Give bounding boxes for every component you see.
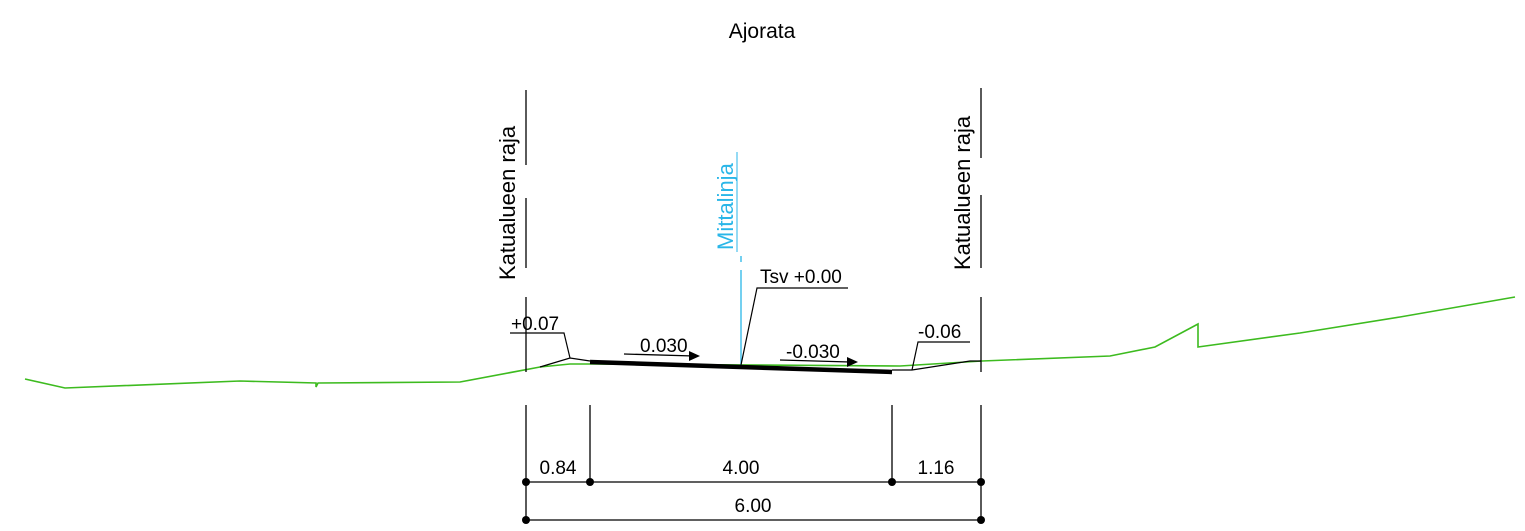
dim-total-label: 6.00: [735, 496, 772, 517]
left-boundary-label: Katualueen raja: [495, 125, 520, 280]
dimension-row-total: 6.00: [522, 496, 985, 524]
right-shoulder-line: [892, 360, 981, 371]
right-slope-indicator: -0.030: [779, 342, 858, 367]
drawing-title: Ajorata: [729, 20, 796, 43]
right-boundary-label: Katualueen raja: [950, 115, 975, 270]
left-boundary-marker: Katualueen raja: [495, 90, 527, 372]
left-slope-indicator: 0.030: [623, 336, 700, 361]
dim-right-label: 1.16: [918, 458, 955, 479]
dim-middle-label: 4.00: [723, 458, 760, 479]
left-elevation-label: +0.07: [511, 314, 559, 335]
existing-ground-line: [24, 296, 1516, 389]
dimension-row-partial: 0.84 4.00 1.16: [522, 458, 985, 486]
dimension-extension-lines: [525, 405, 982, 520]
dim-left-label: 0.84: [540, 458, 577, 479]
right-elevation-callout: -0.06: [911, 322, 970, 371]
grade-callout: Tsv +0.00: [740, 267, 848, 366]
left-slope-label: 0.030: [640, 336, 688, 357]
right-elevation-label: -0.06: [918, 322, 961, 343]
centerline-label: Mittalinja: [713, 162, 738, 250]
centerline-marker: Mittalinja: [713, 152, 742, 365]
left-elevation-callout: +0.07: [510, 314, 571, 359]
right-slope-label: -0.030: [786, 342, 840, 363]
right-boundary-marker: Katualueen raja: [950, 88, 982, 372]
grade-label: Tsv +0.00: [760, 267, 842, 288]
road-surface: [589, 359, 893, 375]
